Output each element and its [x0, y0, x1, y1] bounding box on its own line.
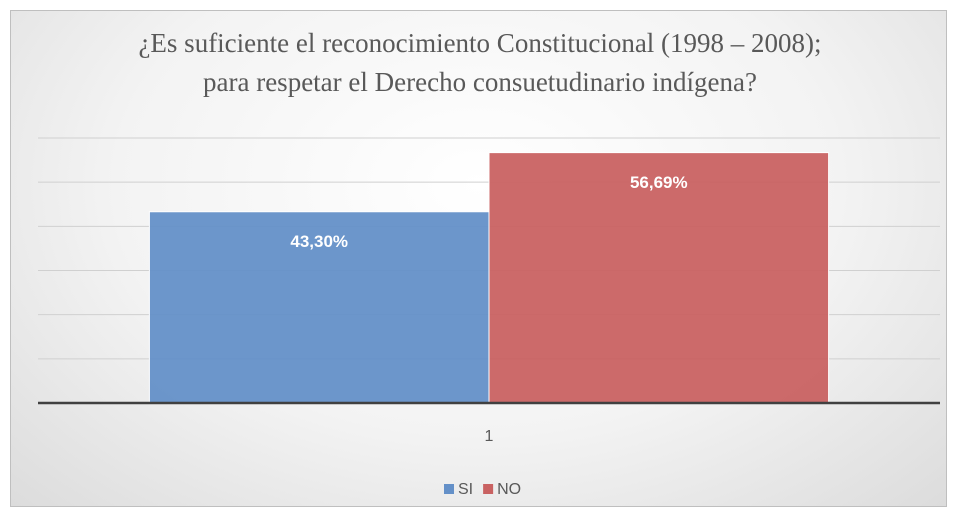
- x-tick-label: 1: [485, 428, 494, 445]
- data-label: 56,69%: [630, 173, 688, 192]
- data-label: 43,30%: [290, 232, 348, 251]
- legend-label: NO: [497, 481, 521, 498]
- chart-title: ¿Es suficiente el reconocimiento Constit…: [138, 28, 822, 97]
- legend-label: SI: [458, 481, 473, 498]
- legend-swatch: [444, 484, 454, 494]
- bar: [488, 152, 830, 404]
- bar: [148, 211, 490, 404]
- legend-swatch: [483, 484, 494, 494]
